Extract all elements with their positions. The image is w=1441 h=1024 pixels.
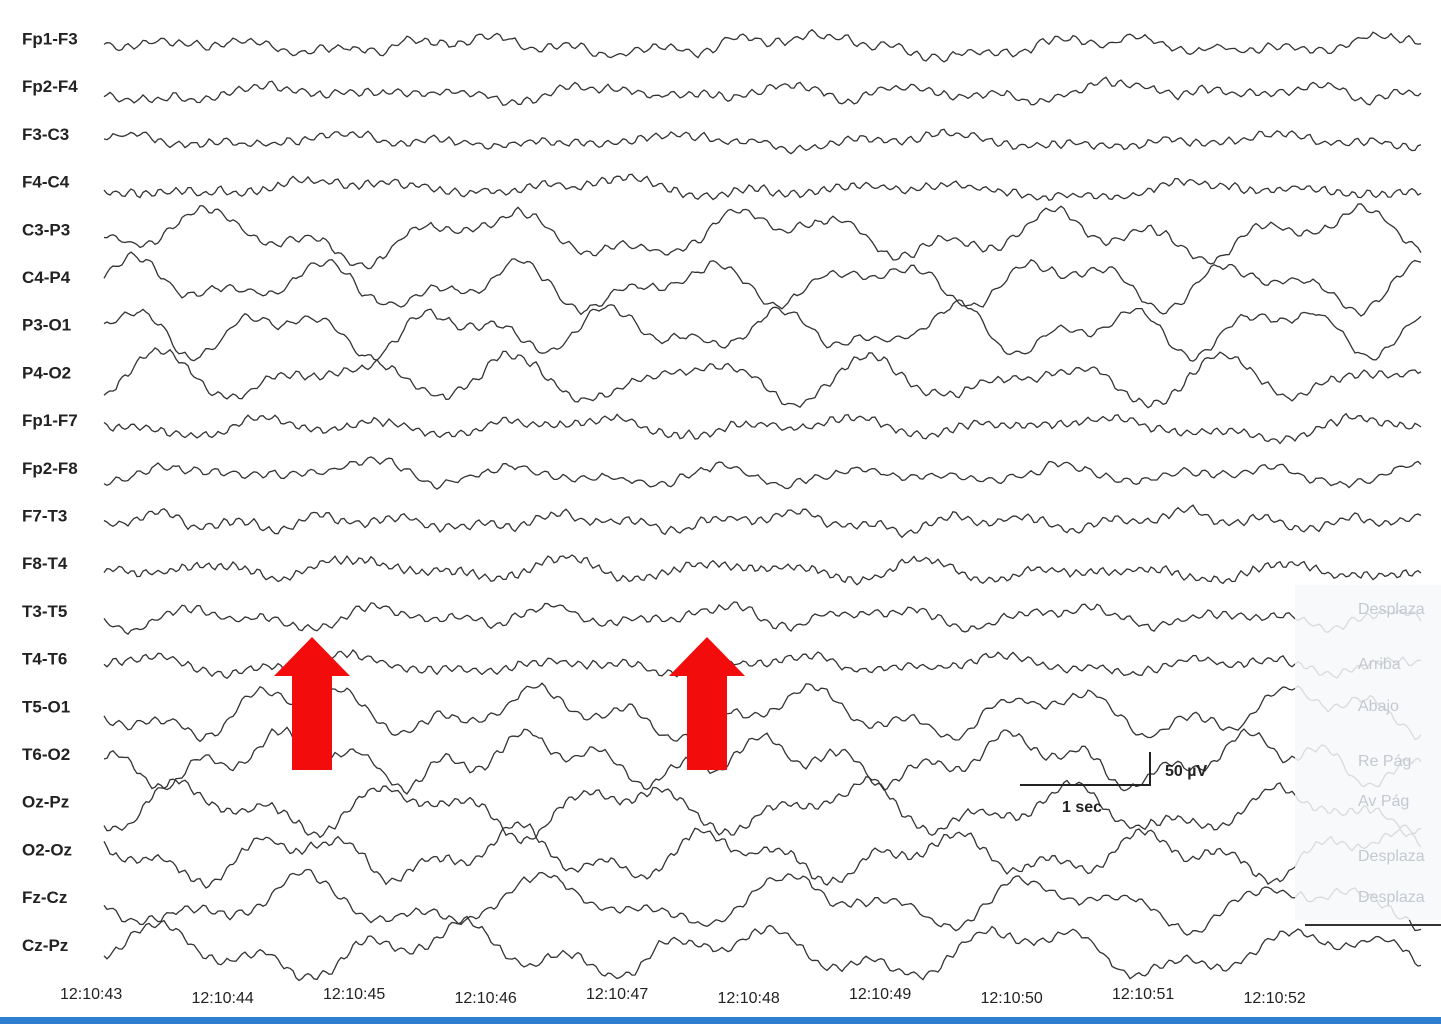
- eeg-trace: [103, 128, 1422, 155]
- red-arrow: [274, 637, 350, 770]
- channel-label: F8-T4: [22, 554, 68, 573]
- channel-label: C4-P4: [22, 268, 71, 287]
- channel-label: P4-O2: [22, 363, 71, 382]
- menu-item: Re Pág: [1358, 753, 1411, 770]
- menu-item: Desplaza: [1358, 601, 1425, 618]
- eeg-trace: [103, 28, 1422, 63]
- eeg-trace: [103, 456, 1422, 490]
- eeg-trace: [103, 554, 1422, 586]
- eeg-trace: [103, 504, 1422, 539]
- channel-label: F3-C3: [22, 125, 69, 144]
- context-menu-items: Desplaza Arriba Abajo Re Pág Av Pág Desplaza D…: [1358, 601, 1425, 906]
- channel-label: Fp1-F7: [22, 411, 78, 430]
- menu-item: Desplaza: [1358, 889, 1425, 906]
- time-label: 12:10:49: [849, 986, 911, 1003]
- channel-label: T4-T6: [22, 650, 67, 669]
- time-label: 12:10:51: [1112, 986, 1174, 1003]
- channel-label: T3-T5: [22, 602, 67, 621]
- channel-label: Fp2-F8: [22, 459, 78, 478]
- time-label: 12:10:48: [718, 990, 780, 1007]
- channel-label: P3-O1: [22, 316, 71, 335]
- eeg-trace: [103, 203, 1422, 270]
- labels: Fp1-F3 Fp2-F4 F3-C3 F4-C4 C3-P3 C4-P4 P3-O1 P4-…: [22, 29, 1306, 1007]
- channel-label: F7-T3: [22, 506, 67, 525]
- time-label: 12:10:50: [981, 990, 1043, 1007]
- waveforms: [103, 28, 1422, 982]
- channel-label: F4-C4: [22, 173, 70, 192]
- eeg-trace: [103, 173, 1422, 202]
- red-arrow: [669, 637, 745, 770]
- eeg-trace: [103, 868, 1422, 936]
- channel-label: O2-Oz: [22, 840, 72, 859]
- channel-label: Fz-Cz: [22, 888, 67, 907]
- menu-item: Av Pág: [1358, 793, 1409, 810]
- eeg-trace: [103, 821, 1422, 889]
- duration-label: 1 sec: [1062, 799, 1102, 816]
- eeg-trace: [103, 412, 1422, 445]
- channel-label: T6-O2: [22, 745, 70, 764]
- scale-bar: 50 µV 1 sec: [1020, 752, 1207, 816]
- time-label: 12:10:43: [60, 986, 122, 1003]
- annotation-arrows: [274, 637, 745, 770]
- eeg-trace: [103, 347, 1422, 409]
- eeg-trace: [103, 601, 1422, 635]
- time-label: 12:10:47: [586, 986, 648, 1003]
- channel-label: Oz-Pz: [22, 793, 69, 812]
- channel-label: T5-O1: [22, 697, 70, 716]
- eeg-trace: [103, 251, 1422, 317]
- eeg-trace: [103, 76, 1422, 107]
- eeg-trace: [103, 299, 1422, 362]
- context-menu: [1295, 585, 1441, 920]
- menu-item: Abajo: [1358, 698, 1399, 715]
- menu-item: Desplaza: [1358, 848, 1425, 865]
- scale-bar-line: [1020, 752, 1151, 786]
- channel-label: Fp2-F4: [22, 77, 78, 96]
- amplitude-label: 50 µV: [1165, 763, 1207, 780]
- taskbar-strip: [0, 1017, 1441, 1024]
- channel-label: Cz-Pz: [22, 936, 68, 955]
- channel-label: Fp1-F3: [22, 29, 78, 48]
- menu-item: Arriba: [1358, 656, 1401, 673]
- time-label: 12:10:46: [455, 990, 517, 1007]
- eeg-trace: [103, 776, 1422, 845]
- time-label: 12:10:44: [192, 990, 254, 1007]
- channel-label: C3-P3: [22, 220, 70, 239]
- time-label: 12:10:45: [323, 986, 385, 1003]
- time-label: 12:10:52: [1244, 990, 1306, 1007]
- eeg-trace: [103, 915, 1422, 982]
